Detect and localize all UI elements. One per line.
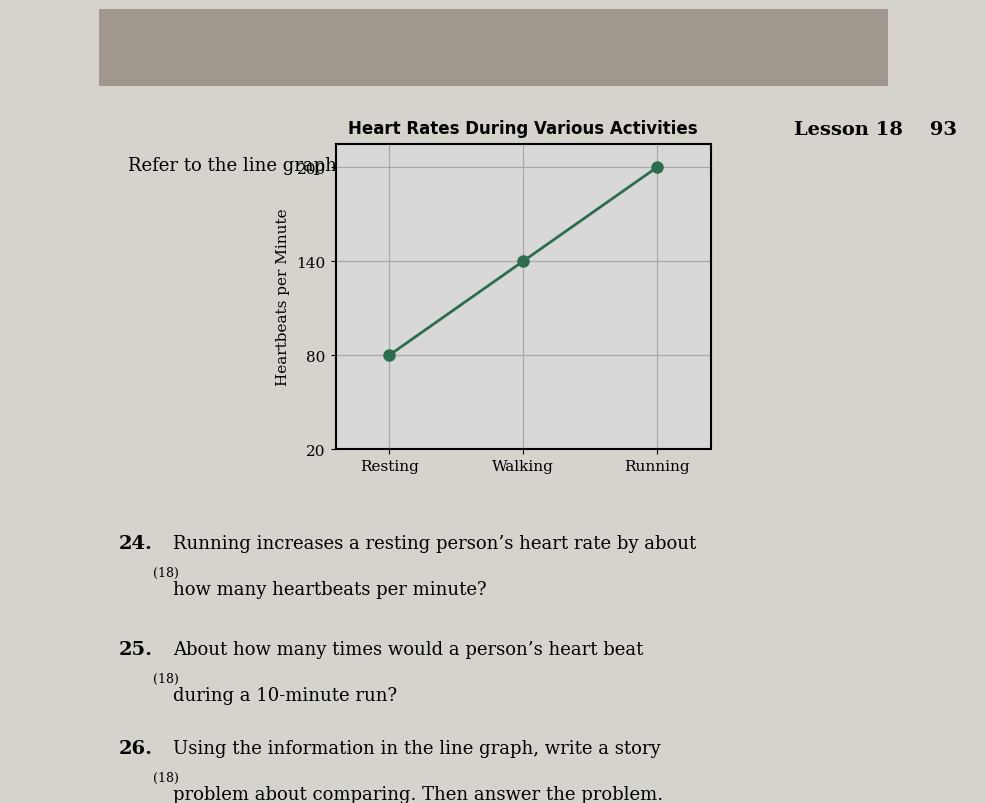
Text: 25.: 25. [118,641,152,658]
Text: 26.: 26. [118,740,152,757]
Text: 24.: 24. [118,535,152,552]
Bar [99,10,887,87]
Text: About how many times would a person’s heart beat: About how many times would a person’s he… [173,641,643,658]
Text: Lesson 18    93: Lesson 18 93 [794,121,956,139]
Text: during a 10-minute run?: during a 10-minute run? [173,687,396,704]
Text: (18): (18) [153,672,178,685]
Text: Using the information in the line graph, write a story: Using the information in the line graph,… [173,740,660,757]
Text: problem about comparing. Then answer the problem.: problem about comparing. Then answer the… [173,785,663,803]
Text: (18): (18) [153,771,178,785]
Text: how many heartbeats per minute?: how many heartbeats per minute? [173,581,486,598]
Title: Heart Rates During Various Activities: Heart Rates During Various Activities [348,120,697,137]
Y-axis label: Heartbeats per Minute: Heartbeats per Minute [275,209,289,385]
Text: Refer to the line graph shown below to answer problems 24–26.: Refer to the line graph shown below to a… [128,157,714,174]
Text: Running increases a resting person’s heart rate by about: Running increases a resting person’s hea… [173,535,695,552]
Text: (18): (18) [153,566,178,579]
